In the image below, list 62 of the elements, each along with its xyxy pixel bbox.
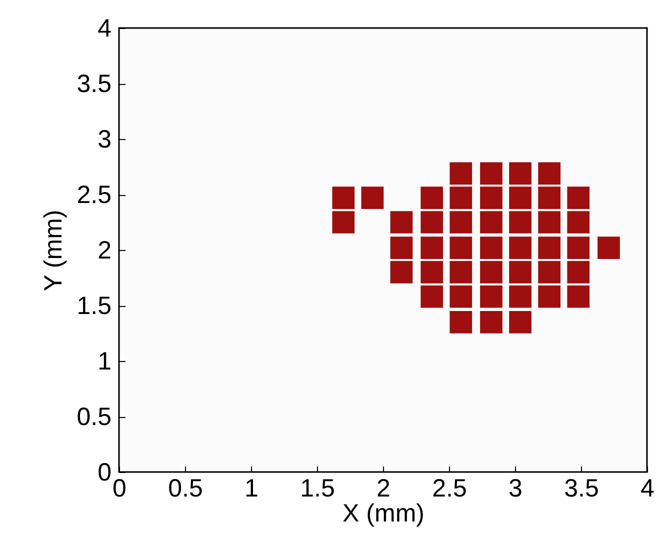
- point: [567, 186, 590, 210]
- point: [420, 186, 444, 210]
- point: [598, 236, 620, 259]
- point: [390, 236, 413, 259]
- x-tick-label: 0.5: [168, 474, 203, 502]
- point: [567, 236, 590, 259]
- point: [450, 285, 472, 308]
- point: [480, 285, 502, 308]
- x-tick-label: 4: [640, 474, 655, 502]
- point: [450, 310, 472, 334]
- point: [538, 186, 560, 210]
- point: [509, 285, 532, 308]
- point: [538, 236, 560, 259]
- x-tick-label: 1: [244, 474, 258, 502]
- x-axis-title: X (mm): [342, 500, 424, 528]
- point: [480, 236, 502, 259]
- y-tick-label: 0.5: [76, 403, 112, 431]
- point: [538, 162, 560, 185]
- point: [450, 236, 472, 259]
- x-tick-label: 3: [508, 474, 522, 502]
- y-tick-label: 3: [98, 126, 112, 154]
- point: [509, 236, 532, 259]
- y-tick-label: 2: [98, 236, 112, 264]
- point: [567, 261, 590, 284]
- point: [480, 310, 502, 334]
- point: [420, 261, 444, 284]
- point: [480, 211, 502, 234]
- point: [538, 211, 560, 234]
- point: [390, 261, 413, 284]
- point: [420, 285, 444, 308]
- y-axis-title: Y (mm): [40, 210, 68, 292]
- point: [509, 162, 532, 185]
- y-tick-label: 1: [98, 348, 112, 376]
- point: [332, 211, 355, 234]
- point: [480, 162, 502, 185]
- point: [509, 186, 532, 210]
- point: [480, 186, 502, 210]
- point: [420, 236, 444, 259]
- point: [538, 285, 560, 308]
- y-tick-label: 1.5: [76, 292, 112, 320]
- point: [538, 261, 560, 284]
- y-tick-label: 2.5: [76, 181, 112, 209]
- point: [509, 261, 532, 284]
- point: [509, 211, 532, 234]
- point: [567, 285, 590, 308]
- point: [480, 261, 502, 284]
- point: [509, 310, 532, 334]
- point: [450, 186, 472, 210]
- point: [361, 186, 384, 210]
- point: [450, 211, 472, 234]
- point: [450, 162, 472, 185]
- point: [390, 211, 413, 234]
- x-tick-label: 3.5: [564, 474, 599, 502]
- x-tick-label: 2: [376, 474, 390, 502]
- y-tick-label: 3.5: [76, 70, 112, 98]
- point: [420, 211, 444, 234]
- point: [567, 211, 590, 234]
- point: [332, 186, 355, 210]
- x-tick-label: 2.5: [432, 474, 467, 502]
- y-tick-label: 4: [98, 14, 112, 42]
- point: [450, 261, 472, 284]
- x-tick-label: 1.5: [300, 474, 335, 502]
